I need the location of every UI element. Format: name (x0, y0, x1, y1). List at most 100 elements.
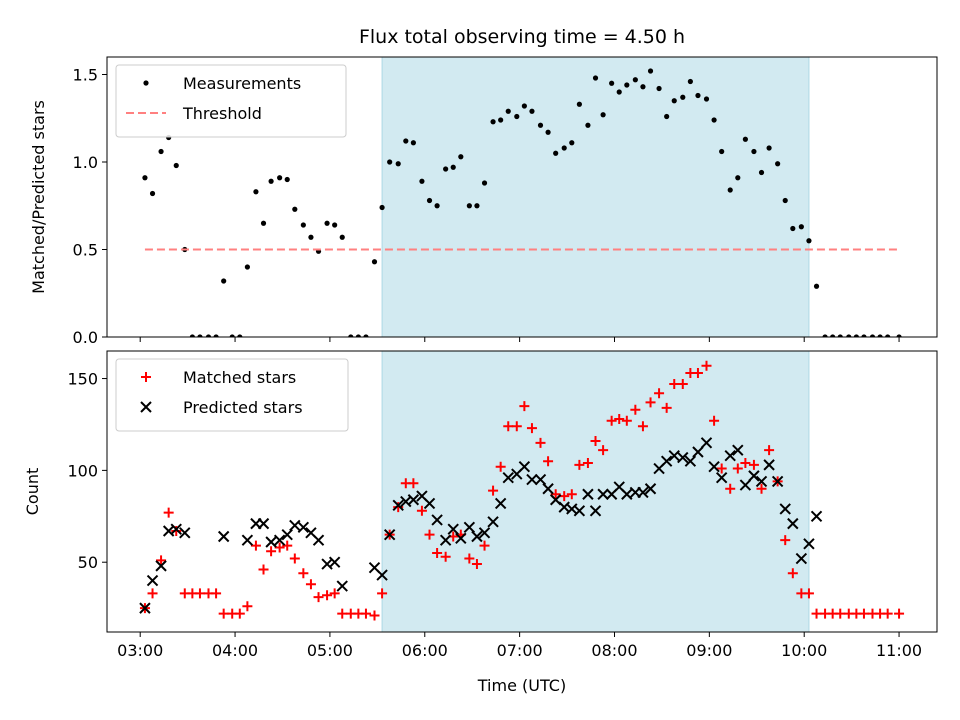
measurements-point (379, 204, 385, 211)
measurements-point (332, 222, 338, 228)
predicted-stars-point (715, 472, 728, 484)
measurements-point (695, 92, 701, 99)
predicted-stars-point (170, 523, 182, 535)
matched-stars-point (313, 592, 324, 603)
measurements-point (624, 82, 630, 88)
predicted-stars-point (684, 455, 697, 467)
matched-stars-point (424, 529, 435, 540)
predicted-stars-point (526, 473, 538, 486)
measurements-point (339, 234, 345, 240)
matched-stars-point (282, 540, 293, 551)
matched-stars-point (669, 379, 680, 390)
data-layer (142, 68, 902, 337)
measurements-point (877, 334, 883, 337)
matched-stars-point (337, 608, 348, 619)
predicted-stars-point (336, 580, 348, 592)
predicted-stars-point (431, 514, 443, 526)
measurements-point (830, 334, 836, 337)
matched-stars-point (416, 505, 427, 516)
measurements-point (521, 103, 527, 109)
matched-stars-point (511, 421, 522, 432)
predicted-stars-point (407, 494, 420, 506)
matched-stars-point (732, 463, 743, 474)
matched-stars-point (858, 608, 869, 619)
measurements-point (782, 197, 788, 204)
measurements-point (434, 203, 440, 209)
matched-stars-point (598, 445, 609, 456)
measurements-point (363, 334, 369, 337)
predicted-stars-point (494, 497, 507, 510)
measurements-point (735, 175, 741, 181)
y-axis-label: Matched/Predicted stars (29, 100, 48, 294)
legend-label: Predicted stars (183, 398, 303, 417)
y-tick-label: 0.0 (73, 328, 98, 347)
measurements-point (158, 148, 164, 155)
measurements-point (514, 113, 520, 120)
measurements-point (576, 101, 582, 107)
predicted-stars-point (383, 528, 396, 541)
predicted-stars-point (447, 523, 459, 535)
predicted-stars-point (179, 527, 191, 539)
matched-stars-point (566, 489, 577, 500)
matched-stars-point (234, 608, 245, 619)
measurements-point (458, 154, 464, 160)
measurements-point (632, 77, 638, 83)
matched-stars-point (701, 360, 712, 371)
measurements-point (355, 334, 361, 337)
predicted-stars-point (471, 530, 483, 543)
predicted-stars-point (542, 483, 554, 495)
measurements-point (861, 334, 867, 337)
measurements-point (197, 334, 203, 337)
matched-stars-point (621, 415, 632, 426)
x-tick-label: 09:00 (686, 641, 732, 660)
measurements-point (775, 161, 781, 167)
measurements-point (387, 159, 393, 165)
matched-stars-point (471, 559, 482, 570)
matched-stars-point (495, 461, 506, 472)
matched-stars-point (479, 540, 490, 551)
matched-stars-point (637, 421, 648, 432)
data-layer (139, 360, 905, 621)
measurements-point (790, 225, 796, 232)
matched-stars-point (503, 421, 514, 432)
matched-stars-point (756, 483, 767, 494)
x-tick-label: 04:00 (212, 641, 258, 660)
measurements-point (268, 178, 274, 184)
matched-stars-point (242, 601, 253, 612)
matched-stars-point (377, 588, 388, 599)
predicted-stars-point (739, 479, 752, 491)
predicted-stars-point (265, 536, 277, 548)
predicted-stars-point (146, 574, 159, 587)
legend-x-swatch (140, 401, 152, 413)
predicted-stars-point (708, 460, 720, 473)
matched-stars-point (274, 542, 285, 553)
matched-stars-point (543, 456, 554, 467)
measurements-point (647, 68, 654, 74)
y-tick-label: 100 (67, 461, 98, 480)
measurements-point (505, 108, 511, 114)
matched-stars-point (298, 568, 309, 579)
measurements-point (885, 334, 891, 337)
legend: Measurements Threshold (115, 64, 347, 138)
matched-stars-point (748, 459, 759, 470)
measurements-point (213, 334, 219, 337)
y-tick-label: 0.5 (73, 241, 98, 260)
measurements-point (616, 89, 622, 95)
predicted-stars-point (597, 488, 609, 500)
measurements-point (142, 175, 148, 181)
y-tick-label: 50 (78, 553, 98, 572)
matched-stars-point (519, 401, 530, 412)
matched-stars-point (725, 483, 736, 494)
matched-stars-point (258, 564, 269, 575)
measurements-point (260, 220, 267, 226)
matched-stars-point (811, 608, 822, 619)
observing-window-span (381, 350, 810, 633)
legend-label: Threshold (182, 104, 262, 123)
measurements-point (474, 203, 480, 209)
measurements-point (277, 175, 283, 181)
matched-stars-point (535, 437, 546, 448)
measurements-point (813, 283, 820, 289)
predicted-stars-point (463, 521, 476, 534)
measurements-point (403, 138, 409, 144)
predicted-stars-point (771, 475, 784, 488)
